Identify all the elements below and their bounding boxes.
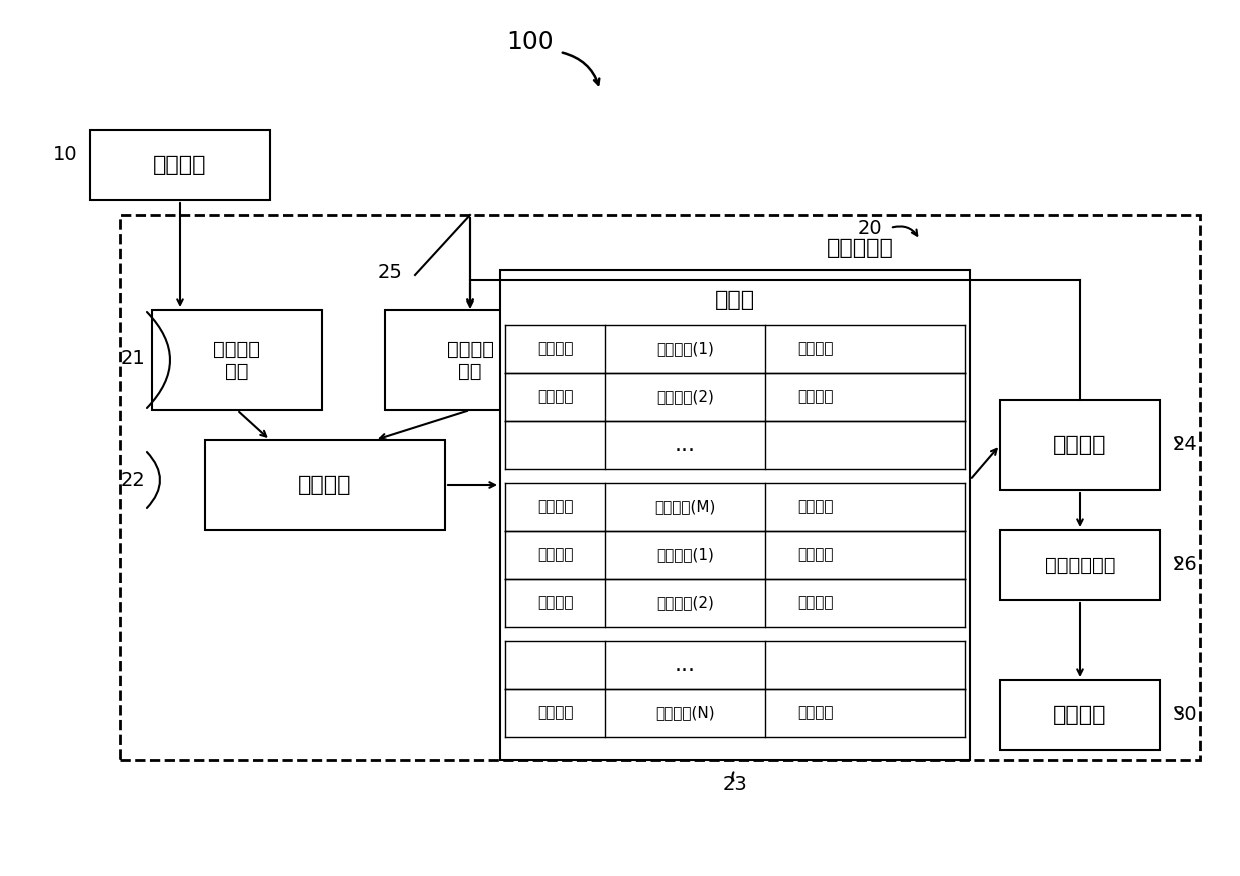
Text: 前缓存区: 前缓存区 (537, 342, 573, 357)
Text: 后缓存区: 后缓存区 (797, 342, 833, 357)
Text: 算法池: 算法池 (715, 290, 755, 310)
Text: 输入设备: 输入设备 (154, 155, 207, 175)
Text: 第一算法(1): 第一算法(1) (656, 342, 714, 357)
Text: 21: 21 (120, 349, 145, 368)
Text: 24: 24 (1173, 435, 1198, 455)
Text: ...: ... (675, 435, 696, 455)
FancyBboxPatch shape (999, 400, 1159, 490)
Text: 30: 30 (1173, 705, 1198, 724)
Text: 后缓存区: 后缓存区 (797, 596, 833, 611)
FancyBboxPatch shape (999, 530, 1159, 600)
FancyBboxPatch shape (205, 440, 445, 530)
Text: 前缓存区: 前缓存区 (537, 705, 573, 720)
Text: 25: 25 (377, 263, 403, 281)
Text: 100: 100 (506, 30, 554, 54)
Text: ...: ... (675, 655, 696, 675)
Text: 前缓存区: 前缓存区 (537, 390, 573, 405)
Text: 发送缓冲模块: 发送缓冲模块 (1045, 555, 1115, 575)
Text: 第二算法(1): 第二算法(1) (656, 548, 714, 562)
Text: 第二算法(2): 第二算法(2) (656, 596, 714, 611)
Text: 23: 23 (723, 775, 748, 795)
Text: 后缓存区: 后缓存区 (797, 499, 833, 514)
Text: 20: 20 (858, 218, 883, 237)
Text: 22: 22 (120, 470, 145, 490)
FancyBboxPatch shape (500, 270, 970, 760)
Text: 第一算法(M): 第一算法(M) (655, 499, 715, 514)
Text: 后缓存区: 后缓存区 (797, 548, 833, 562)
Text: 加解密模块: 加解密模块 (827, 238, 894, 258)
Text: 后缓存区: 后缓存区 (797, 390, 833, 405)
Text: 接收缓冲
模块: 接收缓冲 模块 (213, 340, 260, 380)
Text: 中间缓冲
模块: 中间缓冲 模块 (446, 340, 494, 380)
Text: 26: 26 (1173, 555, 1198, 575)
Text: 后缓存区: 后缓存区 (797, 705, 833, 720)
Text: 前缓存区: 前缓存区 (537, 548, 573, 562)
Text: 第二算法(N): 第二算法(N) (655, 705, 714, 720)
Text: 收集模块: 收集模块 (1053, 435, 1107, 455)
FancyBboxPatch shape (999, 680, 1159, 750)
Text: 分配模块: 分配模块 (299, 475, 352, 495)
Text: 前缓存区: 前缓存区 (537, 499, 573, 514)
Text: 10: 10 (52, 145, 77, 165)
FancyBboxPatch shape (91, 130, 270, 200)
Text: 前缓存区: 前缓存区 (537, 596, 573, 611)
Text: 第一算法(2): 第一算法(2) (656, 390, 714, 405)
Text: 输出设备: 输出设备 (1053, 705, 1107, 725)
FancyBboxPatch shape (153, 310, 322, 410)
FancyBboxPatch shape (384, 310, 556, 410)
